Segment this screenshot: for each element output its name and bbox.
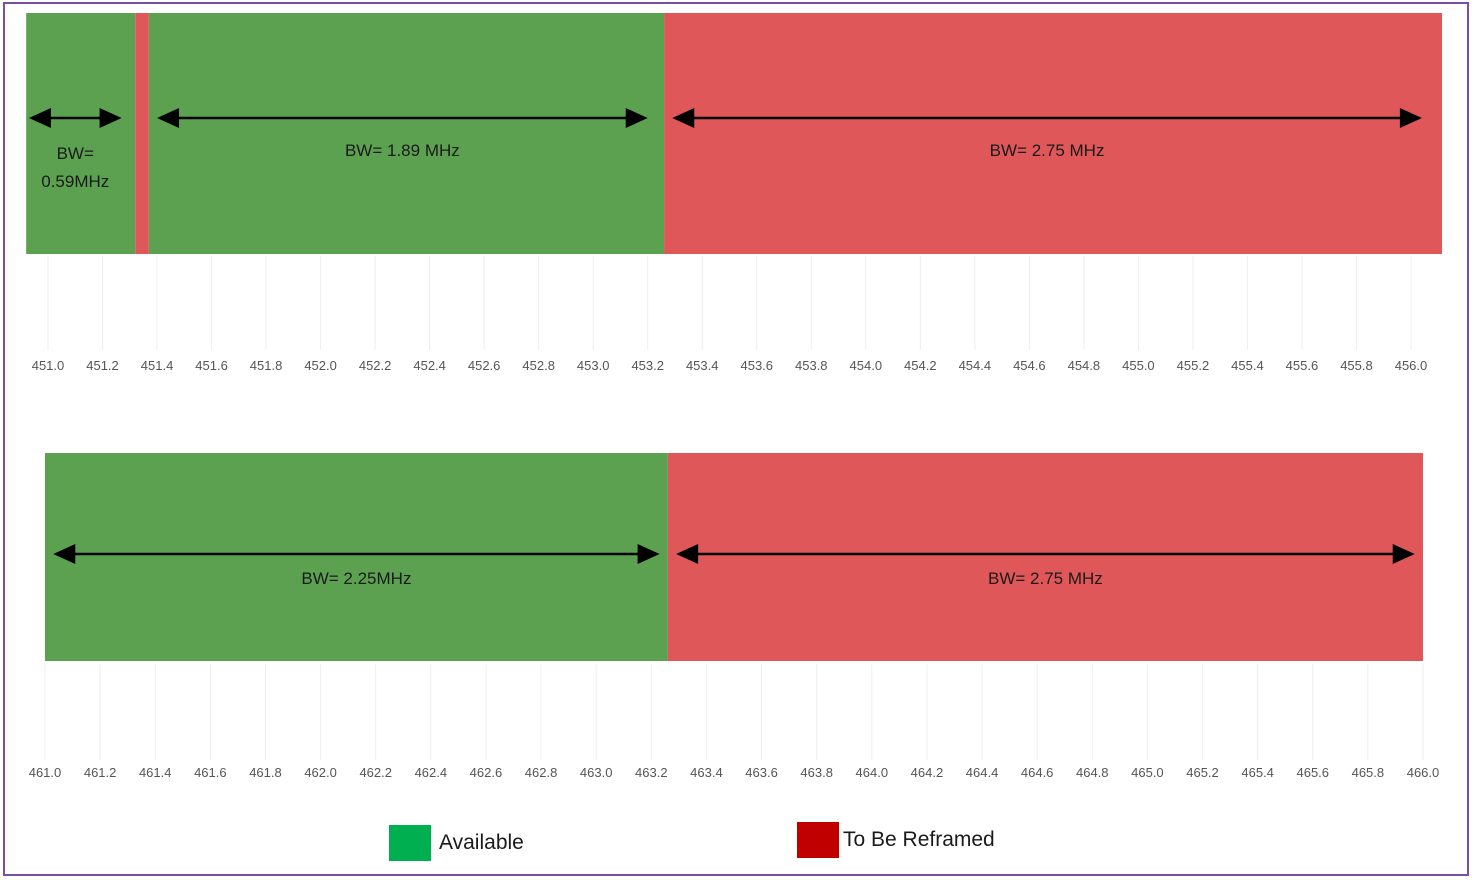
x-tick-label: 464.2 <box>911 765 944 780</box>
bandwidth-label: BW= 2.75 MHz <box>988 569 1103 588</box>
x-tick-label: 451.8 <box>250 358 283 373</box>
x-tick-label: 451.6 <box>195 358 228 373</box>
legend: Available To Be Reframed <box>389 822 995 861</box>
x-tick-label: 453.4 <box>686 358 719 373</box>
segment-available <box>148 13 665 254</box>
bandwidth-label: BW= 2.25MHz <box>301 569 411 588</box>
spectrum-panel-461: BW= 2.25MHz BW= 2.75 MHz 461.0 461.2 461.4 46… <box>29 453 1440 780</box>
chart-frame: BW= 0.59MHz BW= 1.89 MHz BW= 2.75 MHz 451.0 4… <box>3 2 1469 876</box>
legend-label: Available <box>439 831 524 854</box>
x-tick-label: 453.6 <box>740 358 773 373</box>
x-tick-label: 451.2 <box>86 358 119 373</box>
spectrum-panel-451: BW= 0.59MHz BW= 1.89 MHz BW= 2.75 MHz 451.0 4… <box>26 13 1442 373</box>
x-tick-label: 452.8 <box>522 358 555 373</box>
bandwidth-label: BW= 1.89 MHz <box>345 141 460 160</box>
x-tick-label: 464.8 <box>1076 765 1109 780</box>
x-tick-label: 465.6 <box>1296 765 1329 780</box>
x-tick-label: 454.0 <box>850 358 883 373</box>
segment-available <box>45 453 668 661</box>
x-tick-label: 455.2 <box>1177 358 1210 373</box>
x-tick-label: 465.0 <box>1131 765 1164 780</box>
arrow-head-right <box>625 108 648 128</box>
x-tick-label: 465.8 <box>1352 765 1385 780</box>
x-tick-label: 461.2 <box>84 765 117 780</box>
arrow-head-left <box>157 108 180 128</box>
arrow-head-left <box>28 108 51 128</box>
x-tick-label: 461.8 <box>249 765 282 780</box>
bandwidth-label: 0.59MHz <box>41 172 109 191</box>
x-tick-label: 452.4 <box>413 358 446 373</box>
arrow-head-left <box>672 108 695 128</box>
arrow-head-right <box>1399 108 1422 128</box>
x-tick-label: 455.4 <box>1231 358 1264 373</box>
spectrum-chart: BW= 0.59MHz BW= 1.89 MHz BW= 2.75 MHz 451.0 4… <box>26 13 1442 861</box>
x-tick-label: 463.6 <box>745 765 778 780</box>
x-tick-label: 454.4 <box>959 358 992 373</box>
bandwidth-label: BW= <box>57 144 94 163</box>
x-tick-label: 463.0 <box>580 765 613 780</box>
x-tick-label: 464.6 <box>1021 765 1054 780</box>
x-tick-label: 452.6 <box>468 358 501 373</box>
arrow-head-left <box>676 544 699 564</box>
x-tick-label: 464.0 <box>856 765 889 780</box>
x-tick-label: 454.2 <box>904 358 937 373</box>
legend-swatch <box>797 822 839 858</box>
x-tick-label: 462.2 <box>359 765 392 780</box>
x-tick-label: 455.8 <box>1340 358 1373 373</box>
x-tick-label: 455.6 <box>1286 358 1319 373</box>
x-tick-label: 452.2 <box>359 358 392 373</box>
segment-reframed <box>664 13 1442 254</box>
legend-swatch <box>389 825 431 861</box>
x-tick-label: 454.6 <box>1013 358 1046 373</box>
x-tick-label: 463.4 <box>690 765 723 780</box>
legend-label: To Be Reframed <box>843 828 995 851</box>
segment-available <box>26 13 136 254</box>
x-tick-label: 455.0 <box>1122 358 1155 373</box>
x-tick-label: 463.2 <box>635 765 668 780</box>
arrow-head-right <box>99 108 122 128</box>
x-tick-label: 456.0 <box>1395 358 1428 373</box>
x-tick-label: 465.4 <box>1241 765 1274 780</box>
x-tick-label: 462.4 <box>415 765 448 780</box>
arrow-head-right <box>637 544 660 564</box>
x-tick-label: 451.0 <box>32 358 65 373</box>
x-tick-label: 465.2 <box>1186 765 1219 780</box>
arrow-head-left <box>53 544 76 564</box>
x-tick-label: 451.4 <box>141 358 174 373</box>
x-tick-label: 462.6 <box>470 765 503 780</box>
x-tick-label: 453.2 <box>631 358 664 373</box>
x-tick-label: 463.8 <box>800 765 833 780</box>
x-tick-label: 462.8 <box>525 765 558 780</box>
x-tick-label: 461.4 <box>139 765 172 780</box>
bandwidth-label: BW= 2.75 MHz <box>990 141 1105 160</box>
segment-reframed <box>667 453 1423 661</box>
x-tick-label: 461.6 <box>194 765 227 780</box>
arrow-head-right <box>1392 544 1415 564</box>
x-tick-label: 452.0 <box>304 358 337 373</box>
x-tick-label: 466.0 <box>1407 765 1440 780</box>
x-tick-label: 461.0 <box>29 765 62 780</box>
x-tick-label: 464.4 <box>966 765 999 780</box>
x-tick-label: 462.0 <box>304 765 337 780</box>
x-tick-label: 453.0 <box>577 358 610 373</box>
x-tick-label: 454.8 <box>1068 358 1101 373</box>
segment-reframed <box>135 13 149 254</box>
x-tick-label: 453.8 <box>795 358 828 373</box>
